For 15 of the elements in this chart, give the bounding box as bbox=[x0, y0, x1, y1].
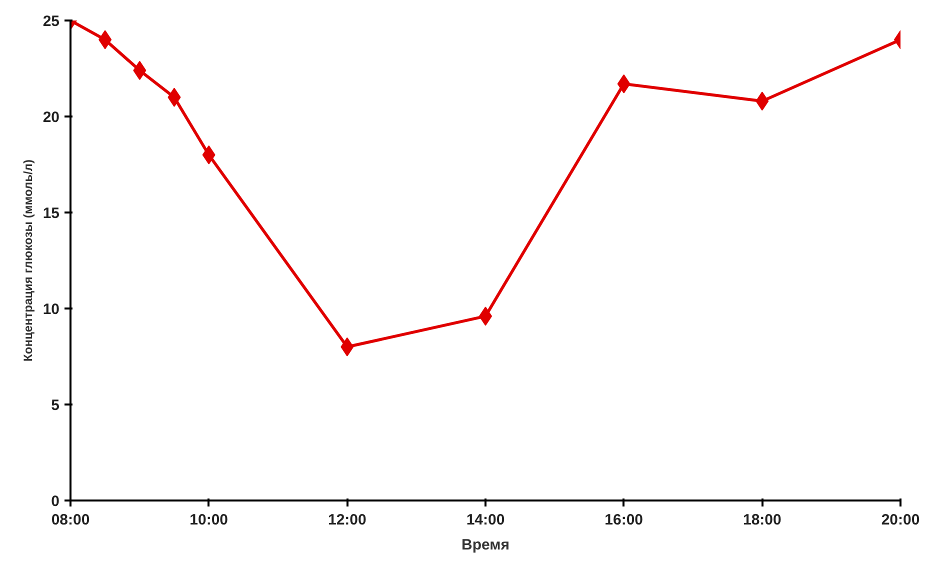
y-tick-label: 20 bbox=[42, 109, 60, 126]
x-tick-label: 08:00 bbox=[51, 512, 90, 528]
x-tick-label: 16:00 bbox=[604, 512, 644, 528]
y-tick-label: 15 bbox=[42, 205, 60, 222]
x-tick-label: 18:00 bbox=[742, 512, 782, 528]
y-tick-label: 10 bbox=[42, 301, 60, 318]
y-tick-label: 5 bbox=[51, 397, 60, 414]
x-tick-label: 12:00 bbox=[328, 512, 366, 528]
y-axis-title: Концентрация глюкозы (ммоль/л) bbox=[20, 160, 35, 362]
y-tick-label: 25 bbox=[42, 13, 60, 30]
x-tick-label: 10:00 bbox=[190, 512, 228, 528]
y-tick-label: 0 bbox=[51, 493, 60, 510]
x-tick-label: 14:00 bbox=[466, 512, 505, 528]
x-tick-label: 20:00 bbox=[881, 512, 920, 528]
x-axis-title: Время bbox=[462, 536, 510, 554]
